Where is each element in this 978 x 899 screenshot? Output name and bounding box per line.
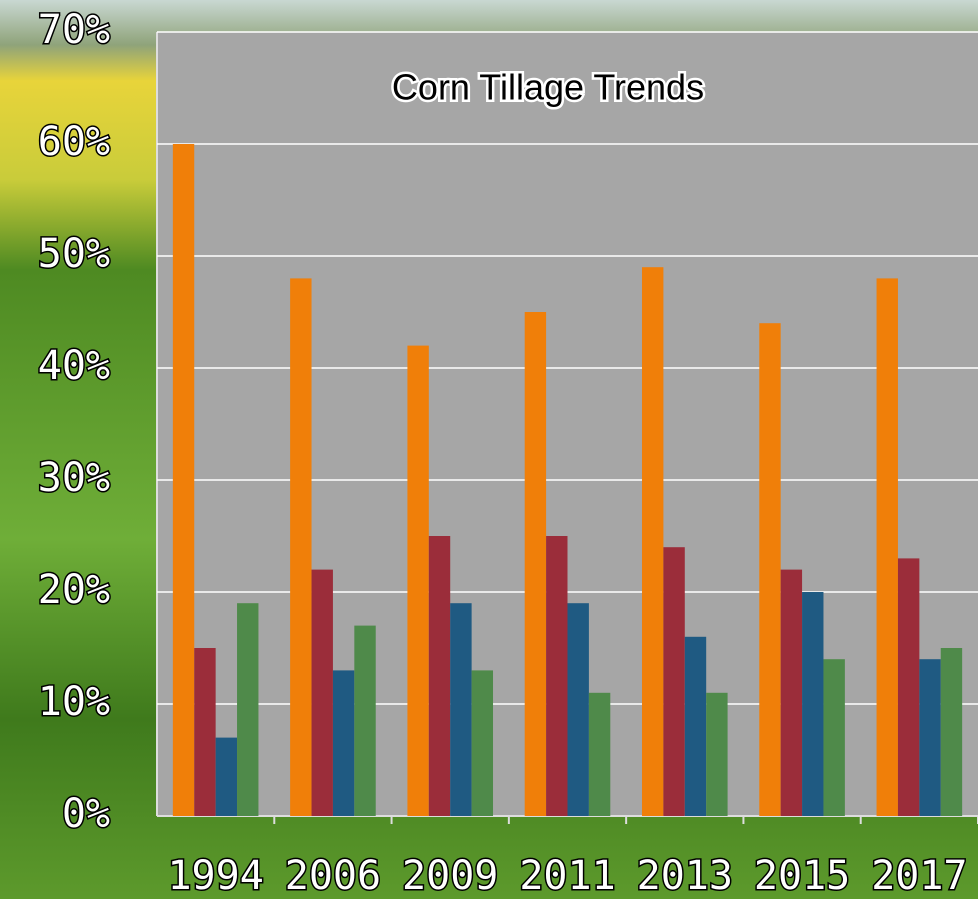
bar: [589, 693, 610, 816]
bar: [663, 547, 684, 816]
bar: [354, 626, 375, 816]
chart-title: Corn Tillage Trends: [392, 67, 704, 108]
bar: [333, 670, 354, 816]
bar: [450, 603, 471, 816]
bar: [823, 659, 844, 816]
bar: [759, 323, 780, 816]
y-tick-label: 10%: [38, 679, 110, 725]
y-tick-label: 60%: [38, 119, 110, 165]
bar: [781, 570, 802, 816]
x-tick-label: 2017: [871, 853, 967, 899]
bar: [898, 558, 919, 816]
bar: [568, 603, 589, 816]
bar: [216, 738, 237, 816]
x-tick-label: 2015: [754, 853, 850, 899]
y-tick-label: 40%: [38, 343, 110, 389]
x-tick-label: 2009: [402, 853, 498, 899]
page: Corn Tillage Trends 0% 10% 20% 30% 40% 50% 60%…: [0, 0, 978, 899]
bar: [546, 536, 567, 816]
bar: [312, 570, 333, 816]
bar: [685, 637, 706, 816]
bar: [919, 659, 940, 816]
bar: [173, 144, 194, 816]
y-tick-label: 0%: [62, 791, 110, 837]
x-tick-label: 2011: [519, 853, 615, 899]
x-tick-label: 1994: [167, 853, 263, 899]
bar: [194, 648, 215, 816]
x-tick-label: 2013: [637, 853, 733, 899]
bar: [237, 603, 258, 816]
bar: [642, 267, 663, 816]
bar: [407, 346, 428, 816]
chart: Corn Tillage Trends 0% 10% 20% 30% 40% 50% 60%…: [0, 0, 978, 899]
x-tick-label: 2006: [285, 853, 381, 899]
y-tick-label: 70%: [38, 7, 110, 53]
y-tick-label: 50%: [38, 231, 110, 277]
bar: [706, 693, 727, 816]
bar: [802, 592, 823, 816]
bar: [877, 278, 898, 816]
y-tick-label: 30%: [38, 455, 110, 501]
bar: [472, 670, 493, 816]
y-tick-label: 20%: [38, 567, 110, 613]
bar: [290, 278, 311, 816]
bar: [429, 536, 450, 816]
bar: [525, 312, 546, 816]
bar: [941, 648, 962, 816]
